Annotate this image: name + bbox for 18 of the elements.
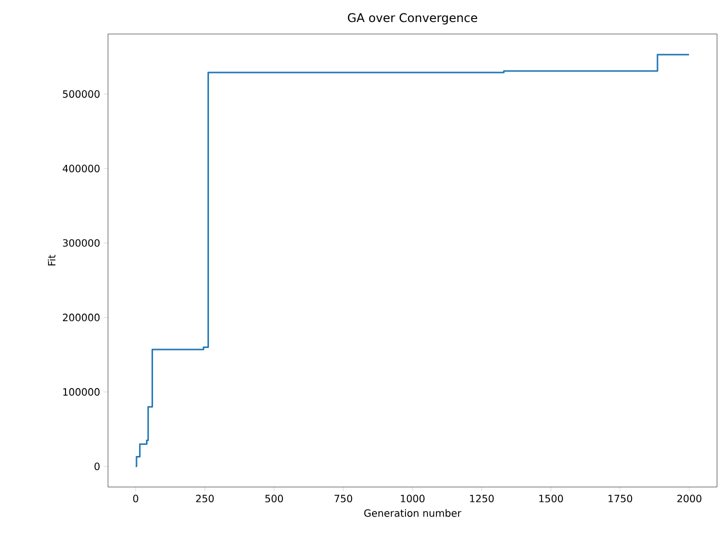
x-axis-title: Generation number: [364, 509, 462, 517]
x-tick-label: 2000: [677, 494, 702, 502]
x-tick-label: 1000: [400, 494, 425, 502]
x-tick-label: 750: [334, 494, 352, 502]
x-tick-label: 1750: [608, 494, 632, 502]
x-tick-label: 1250: [470, 494, 494, 502]
y-tick-label: 200000: [62, 314, 100, 322]
y-tick-label: 100000: [63, 388, 100, 396]
y-tick-label: 300000: [62, 239, 100, 247]
y-tick-label: 500000: [62, 90, 100, 98]
y-tick-label: 0: [94, 462, 100, 470]
x-tick-label: 500: [265, 494, 283, 502]
x-tick-label: 0: [133, 494, 138, 502]
x-tick-label: 1500: [539, 494, 563, 502]
y-tick-label: 400000: [62, 164, 100, 172]
x-tick-label: 250: [196, 494, 214, 502]
y-axis-title: Fit: [48, 254, 56, 266]
chart-title: GA over Convergence: [348, 13, 478, 24]
